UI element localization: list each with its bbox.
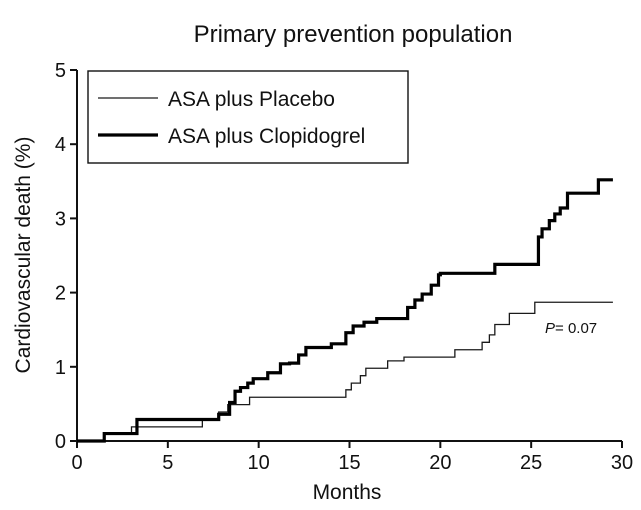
x-tick-label: 5 <box>162 452 173 474</box>
x-axis-label: Months <box>313 481 382 504</box>
y-tick-label: 5 <box>55 60 66 82</box>
x-tick-label: 20 <box>429 452 451 474</box>
x-tick-label: 0 <box>71 452 82 474</box>
y-tick-label: 3 <box>55 208 66 230</box>
legend: ASA plus Placebo ASA plus Clopidogrel <box>87 70 409 164</box>
axes: 0 1 2 3 4 5 0 5 10 15 20 25 30 <box>55 60 633 474</box>
legend-label-clopidogrel: ASA plus Clopidogrel <box>168 125 365 148</box>
legend-box <box>87 70 409 164</box>
legend-label-placebo: ASA plus Placebo <box>168 88 335 111</box>
x-tick-label: 15 <box>338 452 360 474</box>
x-tick-label: 25 <box>520 452 542 474</box>
y-tick-label: 4 <box>55 134 66 156</box>
series-line-asa-plus-clopidogrel <box>77 178 613 443</box>
y-tick-label: 2 <box>55 283 66 305</box>
x-tick-label: 30 <box>611 452 633 474</box>
chart-title: Primary prevention population <box>194 21 513 48</box>
p-symbol: P <box>545 320 555 337</box>
p-value-annotation: P= 0.07 <box>545 320 597 337</box>
p-value-text: = 0.07 <box>555 320 597 337</box>
y-tick-label: 1 <box>55 357 66 379</box>
y-axis-label: Cardiovascular death (%) <box>12 137 35 374</box>
y-tick-label: 0 <box>55 431 66 453</box>
series-layer <box>77 178 613 443</box>
x-tick-label: 10 <box>248 452 270 474</box>
